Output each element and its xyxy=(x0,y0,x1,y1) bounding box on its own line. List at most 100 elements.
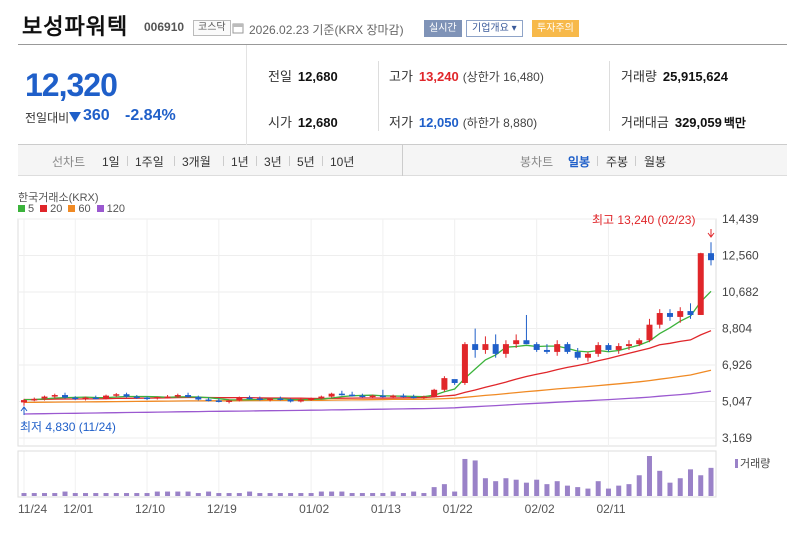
candle xyxy=(410,396,417,399)
calendar-icon xyxy=(232,23,244,34)
volume-bar xyxy=(544,484,550,496)
volume-value: 25,915,624 xyxy=(662,69,728,84)
upper-limit: (상한가 16,480) xyxy=(462,70,544,84)
volume-bar xyxy=(657,470,663,496)
volume-bar xyxy=(31,493,37,496)
candle xyxy=(226,400,233,402)
x-tick-label: 01/02 xyxy=(299,502,329,516)
open-stat: 시가 12,680 xyxy=(268,112,338,131)
volume-bar xyxy=(482,478,488,496)
candle xyxy=(103,395,110,399)
volume-bar xyxy=(257,493,263,496)
candle xyxy=(31,398,38,401)
change-label: 전일대비 xyxy=(25,111,70,125)
volume-bar xyxy=(226,493,232,496)
candle xyxy=(697,253,704,315)
volume-legend-swatch xyxy=(735,459,738,468)
volume-bar xyxy=(185,491,191,496)
volume-bar xyxy=(493,481,499,496)
prev-close-value: 12,680 xyxy=(297,69,338,84)
volume-bar xyxy=(400,493,406,496)
period-1y[interactable]: 1년 xyxy=(231,155,249,169)
volume-bar xyxy=(195,493,201,496)
amount-stat: 거래대금 329,059 백만 xyxy=(621,112,746,131)
period-10y[interactable]: 10년 xyxy=(330,155,355,169)
volume-bar xyxy=(667,482,673,496)
y-tick-label: 10,682 xyxy=(722,285,759,299)
candle xyxy=(543,349,550,352)
price-chart[interactable]: 14,439 12,560 10,682 8,804 6,926 5,047 3,169 11… xyxy=(0,212,787,547)
volume-bar xyxy=(93,493,99,496)
candle xyxy=(502,344,509,354)
candle xyxy=(246,397,253,400)
exchange-label: 한국거래소(KRX) xyxy=(18,192,99,204)
volume-bar xyxy=(636,475,642,496)
amount-unit: 백만 xyxy=(723,116,746,130)
volume-bar xyxy=(349,493,355,496)
candle xyxy=(400,395,407,398)
period-3m[interactable]: 3개월 xyxy=(182,155,211,169)
candle xyxy=(584,353,591,358)
volume-bar xyxy=(134,493,140,496)
x-tick-label: 11/24 xyxy=(18,502,47,516)
candle xyxy=(72,397,79,400)
ma120-line xyxy=(23,390,712,415)
period-1d[interactable]: 1일 xyxy=(102,155,120,169)
volume-bar xyxy=(298,493,304,496)
volume-bar xyxy=(575,487,581,496)
legend-ma120: 120 xyxy=(96,203,125,215)
candle xyxy=(472,344,479,350)
candle xyxy=(82,397,89,400)
volume-plot-area xyxy=(17,450,717,498)
y-tick-label: 5,047 xyxy=(722,395,752,409)
candle xyxy=(379,395,386,398)
period-monthly[interactable]: 월봉 xyxy=(644,155,667,169)
volume-bar xyxy=(175,491,181,496)
stock-header: 보성파워텍 006910 코스닥 2026.02.23 기준(KRX 장마감) … xyxy=(0,0,787,44)
volume-bar xyxy=(318,491,324,496)
volume-bar xyxy=(472,460,478,496)
realtime-button[interactable]: 실시간 xyxy=(424,20,462,37)
high-label: 고가 xyxy=(389,69,413,84)
change-percent: -2.84% xyxy=(125,107,176,124)
volume-bar xyxy=(513,479,519,496)
prev-close-stat: 전일 12,680 xyxy=(268,66,338,85)
candle xyxy=(123,394,130,397)
low-label: 저가 xyxy=(389,115,413,130)
amount-value: 329,059 xyxy=(674,115,722,130)
candle xyxy=(215,400,222,402)
period-3y[interactable]: 3년 xyxy=(264,155,282,169)
candle xyxy=(92,397,99,400)
candle xyxy=(21,400,27,403)
x-tick-label: 02/02 xyxy=(525,502,555,516)
low-stat: 저가 12,050 (하한가 8,880) xyxy=(389,112,537,131)
x-tick-label: 02/11 xyxy=(596,502,625,516)
open-value: 12,680 xyxy=(297,115,338,130)
candle xyxy=(523,340,530,345)
volume-bar xyxy=(462,458,468,496)
volume-bar xyxy=(267,493,273,496)
candle xyxy=(390,395,397,398)
chevron-down-icon: ▾ xyxy=(511,23,517,34)
volume-bar xyxy=(646,456,652,496)
period-5y[interactable]: 5년 xyxy=(297,155,315,169)
volume-bar xyxy=(585,488,591,496)
period-daily[interactable]: 일봉 xyxy=(568,155,591,169)
y-tick-label: 12,560 xyxy=(722,249,759,263)
open-label: 시가 xyxy=(268,115,292,130)
company-overview-dropdown[interactable]: 기업개요 ▾ xyxy=(466,20,523,37)
period-weekly[interactable]: 주봉 xyxy=(606,155,629,169)
candle xyxy=(615,346,622,350)
period-1w[interactable]: 1주일 xyxy=(135,155,164,169)
current-price: 12,320 xyxy=(25,67,118,103)
candle xyxy=(687,311,694,315)
volume-bar xyxy=(554,481,560,496)
volume-bar xyxy=(431,487,437,496)
volume-bar xyxy=(339,491,345,496)
candle xyxy=(513,340,520,345)
company-overview-label: 기업개요 xyxy=(472,23,509,34)
quote-panel: 12,320 전일대비 360 -2.84% 전일 12,680 시가 12,680… xyxy=(18,44,787,145)
candle xyxy=(636,340,643,345)
volume-bar xyxy=(390,491,396,496)
volume-bar xyxy=(441,484,447,496)
